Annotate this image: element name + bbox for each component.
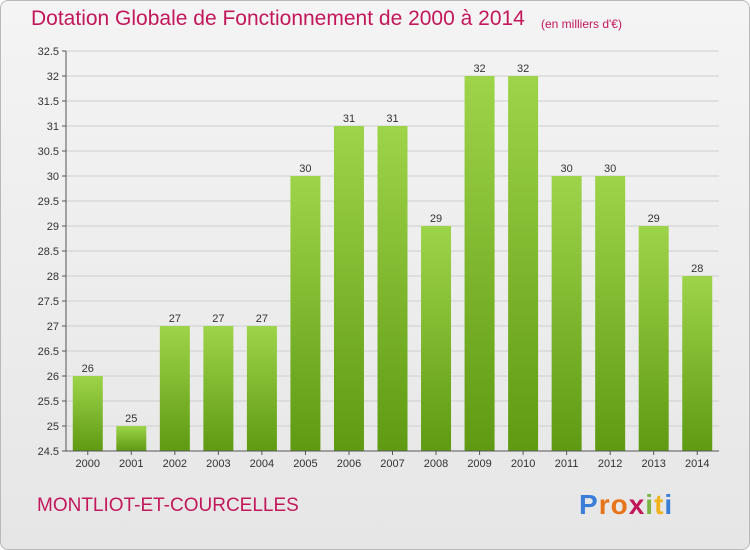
logo-letter: i	[664, 489, 674, 520]
bar	[203, 326, 234, 451]
y-tick-label: 30.5	[38, 146, 59, 158]
x-tick-label: 2010	[511, 458, 535, 470]
bar-value-label: 30	[299, 163, 311, 175]
y-tick-label: 26.5	[38, 346, 59, 358]
logo-letter: x	[628, 489, 646, 520]
bar	[464, 76, 495, 451]
y-axis-ticks: 24.5 25 25.5 26 26.5 27 27.5 28 28.5 29 29.5 30 30.5…	[38, 46, 66, 458]
y-tick-label: 31	[47, 121, 59, 133]
y-tick-label: 30	[47, 171, 59, 183]
bar-value-label: 25	[125, 413, 137, 425]
logo-letter: r	[598, 489, 611, 520]
bar-value-label: 26	[82, 363, 94, 375]
bars: 26 25 27 27 27 30 31 31 29 32 32 30 30 29 28	[72, 63, 713, 451]
x-tick-label: 2014	[685, 458, 709, 470]
y-tick-label: 24.5	[38, 446, 59, 458]
bar	[421, 226, 452, 451]
x-tick-label: 2005	[293, 458, 317, 470]
bar-value-label: 31	[343, 113, 355, 125]
chart-title: Dotation Globale de Fonctionnement de 20…	[31, 7, 525, 30]
bar	[682, 276, 713, 451]
bar	[638, 226, 669, 451]
y-tick-label: 32	[47, 71, 59, 83]
x-tick-label: 2012	[598, 458, 622, 470]
x-tick-label: 2007	[380, 458, 404, 470]
bar-value-label: 30	[561, 163, 573, 175]
bar	[290, 176, 321, 451]
bar-value-label: 27	[212, 313, 224, 325]
bar-value-label: 27	[256, 313, 268, 325]
y-tick-label: 26	[47, 371, 59, 383]
bar-value-label: 32	[473, 63, 485, 75]
bar-value-label: 29	[430, 213, 442, 225]
bar	[159, 326, 190, 451]
y-tick-label: 28	[47, 271, 59, 283]
y-tick-label: 29	[47, 221, 59, 233]
bar	[508, 76, 539, 451]
bar	[333, 126, 364, 451]
x-tick-label: 2008	[424, 458, 448, 470]
logo-letter: t	[654, 489, 665, 520]
bar	[72, 376, 103, 451]
bar-value-label: 32	[517, 63, 529, 75]
logo-letter: P	[579, 489, 599, 520]
x-tick-label: 2003	[206, 458, 230, 470]
x-tick-label: 2009	[467, 458, 491, 470]
x-tick-label: 2001	[119, 458, 143, 470]
bar	[595, 176, 626, 451]
commune-name: MONTLIOT-ET-COURCELLES	[37, 495, 299, 516]
logo-letter: o	[610, 489, 629, 520]
bar-value-label: 30	[604, 163, 616, 175]
y-tick-label: 28.5	[38, 246, 59, 258]
bar-value-label: 27	[169, 313, 181, 325]
x-tick-label: 2013	[641, 458, 665, 470]
y-tick-label: 29.5	[38, 196, 59, 208]
y-tick-label: 27	[47, 321, 59, 333]
bar	[246, 326, 277, 451]
bar-value-label: 29	[648, 213, 660, 225]
bar	[116, 426, 147, 451]
x-axis-ticks: 2000 2001 2002 2003 2004 2005 2006 2007 2008 2009…	[76, 451, 709, 470]
x-tick-label: 2002	[163, 458, 187, 470]
x-tick-label: 2011	[555, 458, 579, 470]
y-tick-label: 27.5	[38, 296, 59, 308]
y-tick-label: 25	[47, 421, 59, 433]
bar	[551, 176, 582, 451]
chart-unit: (en milliers d'€)	[541, 17, 622, 31]
bar-value-label: 31	[386, 113, 398, 125]
x-tick-label: 2004	[250, 458, 274, 470]
logo-letter: i	[645, 489, 655, 520]
x-tick-label: 2000	[76, 458, 100, 470]
proxiti-logo: Proxiti	[579, 489, 673, 521]
bar-value-label: 28	[691, 263, 703, 275]
y-tick-label: 32.5	[38, 46, 59, 58]
y-tick-label: 31.5	[38, 96, 59, 108]
bar	[377, 126, 408, 451]
x-tick-label: 2006	[337, 458, 361, 470]
y-tick-label: 25.5	[38, 396, 59, 408]
